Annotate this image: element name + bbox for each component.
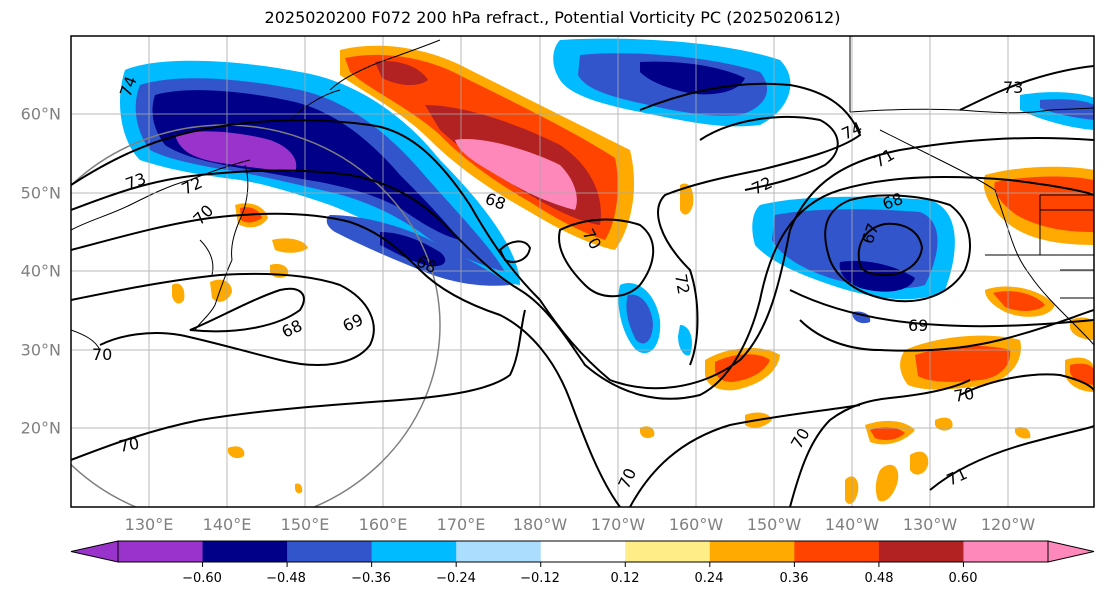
- contour-label: 73: [1003, 78, 1023, 97]
- negative-pv-region-north: [553, 38, 1094, 130]
- lat-label: 30°N: [20, 340, 61, 360]
- colorbar-segment: [625, 541, 711, 562]
- colorbar-tick-label: −0.48: [266, 571, 306, 586]
- lat-label: 60°N: [20, 104, 61, 124]
- map-field-layer: 74 73 72 70 68 69 70 68 68 70 72 74 72 7…: [71, 36, 1094, 507]
- lon-label: 140°E: [202, 515, 252, 534]
- colorbar-segment: [456, 541, 542, 562]
- colorbar-frame: [117, 540, 1049, 563]
- colorbar-extend-high: [1047, 540, 1095, 563]
- lon-label: 120°W: [980, 515, 1036, 534]
- colorbar-segment: [540, 541, 626, 562]
- colorbar-segment: [878, 541, 964, 562]
- lon-label: 160°E: [358, 515, 408, 534]
- colorbar-segment: [118, 541, 204, 562]
- map-frame: [70, 35, 1095, 508]
- colorbar-tick-label: −0.24: [436, 571, 476, 586]
- colorbar-tick-label: 0.36: [779, 571, 809, 586]
- colorbar-segment: [371, 541, 457, 562]
- contour-label: 70: [952, 384, 975, 406]
- negative-pv-region-east: [618, 196, 955, 356]
- contour-label: 72: [671, 272, 693, 295]
- colorbar-tick-label: 0.12: [610, 571, 640, 586]
- lon-label: 150°E: [280, 515, 330, 534]
- colorbar-segment: [794, 541, 880, 562]
- lon-label: 170°E: [436, 515, 486, 534]
- colorbar-segment: [963, 541, 1049, 562]
- lon-label: 160°W: [668, 515, 724, 534]
- lon-label: 130°W: [902, 515, 958, 534]
- lat-label: 20°N: [20, 418, 61, 438]
- lat-label: 40°N: [20, 261, 61, 281]
- map-title: 2025020200 F072 200 hPa refract., Potent…: [264, 8, 841, 27]
- lon-label: 130°E: [124, 515, 174, 534]
- colorbar: [70, 540, 1095, 567]
- lon-label: 140°W: [824, 515, 880, 534]
- refractivity-contours: [71, 65, 1094, 507]
- contour-label: 69: [908, 316, 928, 335]
- colorbar-extend-low: [70, 540, 119, 563]
- lon-label: 150°W: [746, 515, 802, 534]
- positive-pv-region-east: [680, 166, 1094, 504]
- lon-label: 170°W: [590, 515, 646, 534]
- colorbar-segment: [202, 541, 288, 562]
- colorbar-tick-label: 0.60: [948, 571, 978, 586]
- colorbar-segment: [709, 541, 795, 562]
- positive-pv-region-central: [340, 45, 635, 251]
- colorbar-tick-label: −0.12: [520, 571, 560, 586]
- colorbar-tick-label: 0.48: [864, 571, 894, 586]
- lon-label: 180°W: [512, 515, 568, 534]
- colorbar-segment: [287, 541, 373, 562]
- colorbar-tick-label: −0.36: [351, 571, 391, 586]
- colorbar-tick-label: −0.60: [182, 571, 222, 586]
- colorbar-tick-label: 0.24: [694, 571, 724, 586]
- contour-label: 70: [117, 434, 140, 456]
- coastlines: [71, 36, 1094, 351]
- lat-label: 50°N: [20, 183, 61, 203]
- contour-label: 70: [92, 345, 112, 364]
